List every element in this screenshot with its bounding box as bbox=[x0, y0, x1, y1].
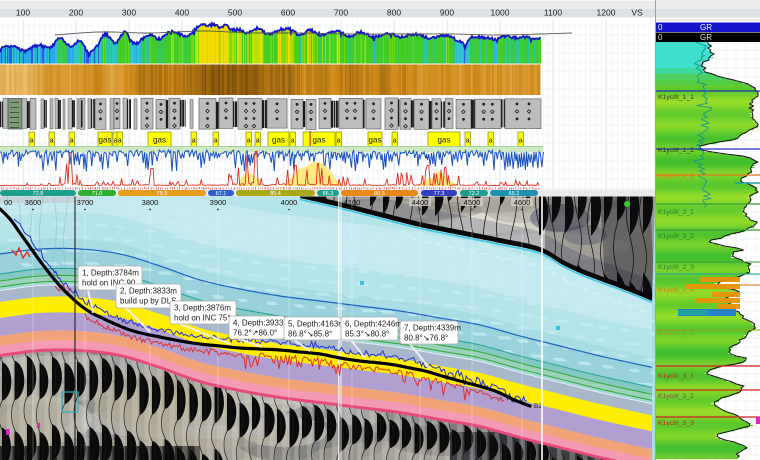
svg-text:K1ycIII_2_2: K1ycIII_2_2 bbox=[658, 233, 694, 240]
svg-text:K1ycIII_2_1: K1ycIII_2_1 bbox=[658, 209, 694, 216]
svg-text:gas: gas bbox=[153, 136, 166, 145]
svg-text:K1ycIII_2_5: K1ycIII_2_5 bbox=[658, 330, 694, 337]
svg-text:a: a bbox=[70, 138, 74, 145]
svg-text:1200: 1200 bbox=[597, 8, 616, 18]
svg-text:hold on INC 90: hold on INC 90 bbox=[82, 279, 136, 288]
svg-text:K1ycIII_1_1: K1ycIII_1_1 bbox=[658, 94, 694, 101]
svg-text:4400: 4400 bbox=[412, 198, 429, 207]
svg-text:a: a bbox=[214, 138, 218, 145]
svg-text:B2: B2 bbox=[534, 403, 542, 410]
svg-text:K1ycIII_2_3: K1ycIII_2_3 bbox=[658, 264, 694, 271]
svg-text:72.2: 72.2 bbox=[469, 191, 480, 197]
svg-text:4, Depth:3933: 4, Depth:3933 bbox=[233, 319, 284, 328]
svg-text:a: a bbox=[489, 138, 493, 145]
svg-text:85.4: 85.4 bbox=[270, 191, 281, 197]
svg-text:K1ycIII_3_2: K1ycIII_3_2 bbox=[658, 393, 694, 400]
svg-text:a: a bbox=[256, 138, 260, 145]
svg-text:hold on INC 75°: hold on INC 75° bbox=[174, 314, 231, 323]
svg-text:4500: 4500 bbox=[464, 198, 481, 207]
svg-text:87.1: 87.1 bbox=[216, 191, 227, 197]
svg-text:3900: 3900 bbox=[210, 198, 227, 207]
svg-text:3800: 3800 bbox=[142, 198, 159, 207]
svg-text:a: a bbox=[30, 138, 34, 145]
svg-text:build up by DLS: build up by DLS bbox=[120, 297, 176, 306]
svg-text:800: 800 bbox=[387, 8, 401, 18]
svg-text:85.3°↘80.8°: 85.3°↘80.8° bbox=[345, 330, 389, 339]
svg-text:86.3: 86.3 bbox=[323, 191, 334, 197]
svg-text:a: a bbox=[50, 138, 54, 145]
svg-text:3, Depth:3876m: 3, Depth:3876m bbox=[174, 304, 231, 313]
svg-text:K1ycIII_3_1: K1ycIII_3_1 bbox=[658, 373, 694, 380]
svg-text:4100: 4100 bbox=[344, 198, 361, 207]
svg-text:a: a bbox=[519, 138, 523, 145]
svg-text:K1ycIII_1_3: K1ycIII_1_3 bbox=[658, 173, 694, 180]
svg-text:K1ycIII_2_4: K1ycIII_2_4 bbox=[658, 287, 694, 294]
svg-text:a: a bbox=[192, 138, 196, 145]
svg-text:2, Depth:3833m: 2, Depth:3833m bbox=[120, 287, 177, 296]
svg-text:72.8: 72.8 bbox=[33, 191, 44, 197]
svg-text:6, Depth:4246m: 6, Depth:4246m bbox=[345, 320, 402, 329]
svg-text:4600: 4600 bbox=[514, 198, 531, 207]
svg-text:1000: 1000 bbox=[491, 8, 510, 18]
svg-text:400: 400 bbox=[175, 8, 189, 18]
svg-text:0: 0 bbox=[658, 23, 663, 32]
svg-text:K1ycIII_1_2: K1ycIII_1_2 bbox=[658, 147, 694, 154]
svg-text:gas: gas bbox=[99, 136, 112, 145]
svg-text:gas: gas bbox=[313, 136, 326, 145]
svg-text:a: a bbox=[337, 138, 341, 145]
svg-text:77.3: 77.3 bbox=[434, 191, 445, 197]
svg-text:a: a bbox=[466, 138, 470, 145]
svg-text:a: a bbox=[291, 138, 295, 145]
svg-text:a: a bbox=[247, 138, 251, 145]
svg-text:gas: gas bbox=[369, 136, 382, 145]
svg-text:80.8°↘76.8°: 80.8°↘76.8° bbox=[404, 334, 448, 343]
svg-text:500: 500 bbox=[228, 8, 242, 18]
svg-text:a: a bbox=[114, 138, 118, 145]
svg-text:100: 100 bbox=[16, 8, 30, 18]
svg-text:7, Depth:4339m: 7, Depth:4339m bbox=[404, 324, 461, 333]
svg-text:0: 0 bbox=[658, 33, 663, 42]
svg-text:1100: 1100 bbox=[544, 8, 563, 18]
svg-text:3600: 3600 bbox=[25, 198, 42, 207]
svg-text:00: 00 bbox=[4, 198, 12, 207]
svg-text:gas: gas bbox=[438, 136, 451, 145]
svg-text:86.8°↘85.8°: 86.8°↘85.8° bbox=[288, 330, 332, 339]
svg-text:gas: gas bbox=[272, 136, 285, 145]
svg-text:GR: GR bbox=[700, 33, 712, 42]
svg-text:700: 700 bbox=[334, 8, 348, 18]
svg-text:75.9: 75.9 bbox=[157, 191, 168, 197]
svg-text:1, Depth:3784m: 1, Depth:3784m bbox=[82, 269, 139, 278]
svg-text:600: 600 bbox=[281, 8, 295, 18]
svg-text:K1ycIII_3_3: K1ycIII_3_3 bbox=[658, 420, 694, 427]
svg-text:80.3: 80.3 bbox=[374, 191, 385, 197]
svg-text:4000: 4000 bbox=[281, 198, 298, 207]
svg-text:5, Depth:4163m: 5, Depth:4163m bbox=[288, 320, 345, 329]
svg-text:VS: VS bbox=[631, 8, 643, 18]
svg-text:GR: GR bbox=[700, 23, 712, 32]
svg-text:a: a bbox=[118, 138, 122, 145]
svg-text:900: 900 bbox=[440, 8, 454, 18]
svg-text:a: a bbox=[393, 138, 397, 145]
svg-text:3700: 3700 bbox=[77, 198, 94, 207]
svg-text:200: 200 bbox=[69, 8, 83, 18]
svg-text:76.2°↗86.0°: 76.2°↗86.0° bbox=[233, 329, 277, 338]
svg-text:300: 300 bbox=[122, 8, 136, 18]
svg-text:65.2: 65.2 bbox=[509, 191, 520, 197]
svg-text:71.0: 71.0 bbox=[92, 191, 103, 197]
